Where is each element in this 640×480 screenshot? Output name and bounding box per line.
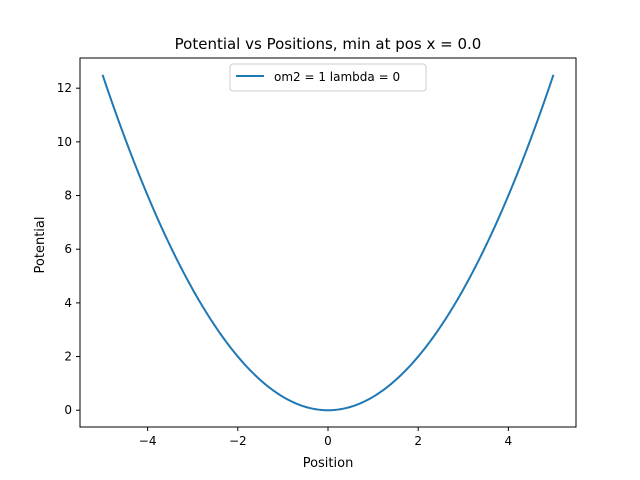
y-tick-label: 4: [64, 296, 72, 310]
y-tick-label: 2: [64, 350, 72, 364]
legend: om2 = 1 lambda = 0: [229, 63, 427, 92]
y-axis-ticks: 0 2 4 6 8 10 12: [57, 81, 80, 417]
chart-title: Potential vs Positions, min at pos x = 0…: [175, 35, 482, 53]
x-axis-label: Position: [303, 456, 354, 471]
legend-box: [229, 63, 427, 92]
y-axis-label: Potential: [33, 217, 48, 274]
x-tick-label: −4: [139, 434, 157, 448]
x-axis-ticks: −4 −2 0 2 4: [139, 427, 512, 448]
x-tick-label: 0: [324, 434, 332, 448]
x-tick-label: 4: [505, 434, 513, 448]
series-line-0: [101, 74, 555, 412]
y-tick-label: 12: [57, 81, 72, 95]
legend-label: om2 = 1 lambda = 0: [274, 70, 400, 84]
x-tick-label: 2: [414, 434, 422, 448]
y-tick-label: 0: [64, 403, 72, 417]
y-tick-label: 6: [64, 242, 72, 256]
y-tick-label: 8: [64, 189, 72, 203]
y-tick-label: 10: [57, 135, 72, 149]
x-tick-label: −2: [229, 434, 247, 448]
